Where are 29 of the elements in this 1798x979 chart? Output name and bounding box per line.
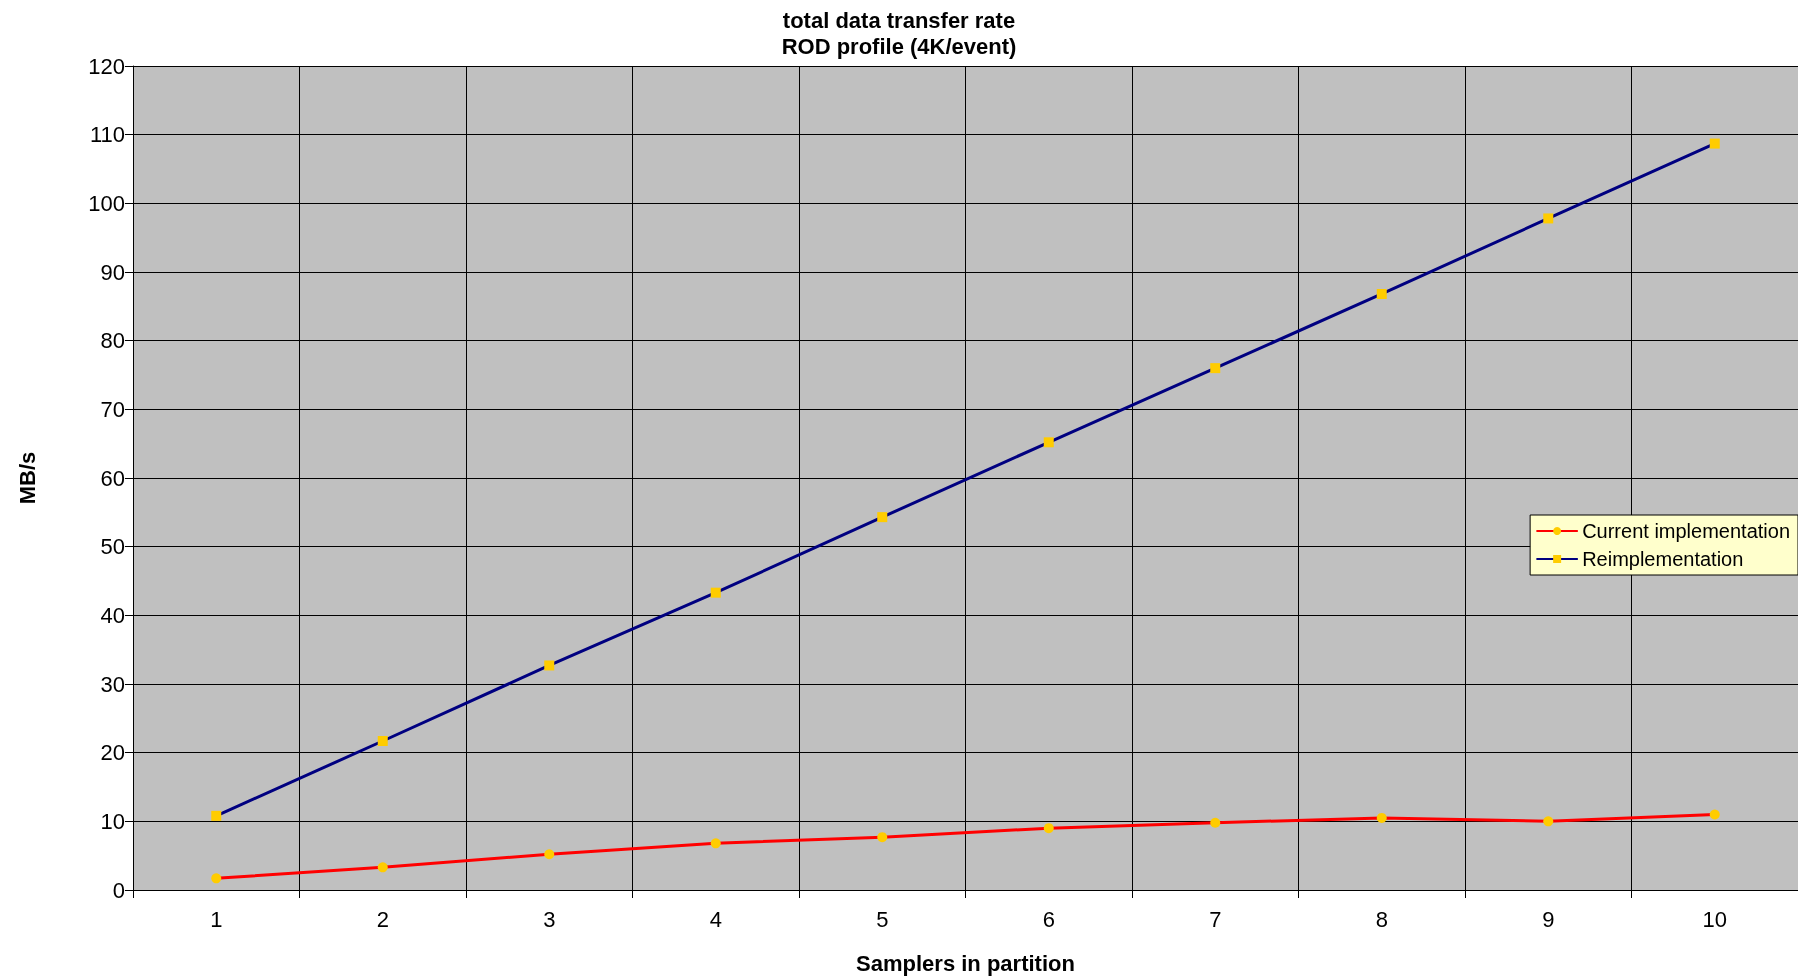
y-tick-label: 10: [100, 808, 125, 834]
y-tick-label: 60: [100, 465, 125, 491]
y-tick-label: 50: [100, 534, 125, 560]
x-tick-label: 6: [1042, 906, 1055, 932]
y-tick-label: 0: [112, 877, 125, 903]
x-tick-label: 10: [1702, 906, 1727, 932]
y-tick-label: 20: [100, 740, 125, 766]
x-tick-label: 3: [543, 906, 556, 932]
legend-label: Reimplementation: [1582, 548, 1744, 570]
x-tick-label: 2: [376, 906, 389, 932]
x-axis-title: Samplers in partition: [856, 950, 1075, 976]
y-tick-label: 80: [100, 328, 125, 354]
x-tick-label: 7: [1209, 906, 1222, 932]
legend-label: Current implementation: [1582, 520, 1790, 542]
y-tick-label: 110: [89, 122, 125, 148]
y-tick-label: 70: [100, 396, 125, 422]
y-tick-label: 30: [100, 671, 125, 697]
chart-subtitle: ROD profile (4K/event): [781, 33, 1017, 59]
x-tick-label: 9: [1542, 906, 1555, 932]
y-tick-label: 100: [88, 190, 125, 216]
x-tick-label: 1: [210, 906, 223, 932]
x-tick-label: 8: [1375, 906, 1388, 932]
x-tick-label: 5: [876, 906, 889, 932]
chart-title: total data transfer rate: [782, 7, 1016, 33]
y-axis-title: MB/s: [14, 451, 40, 505]
y-tick-label: 120: [88, 53, 125, 79]
x-tick-label: 4: [709, 906, 722, 932]
y-tick-label: 90: [100, 259, 125, 285]
y-tick-label: 40: [100, 602, 125, 628]
